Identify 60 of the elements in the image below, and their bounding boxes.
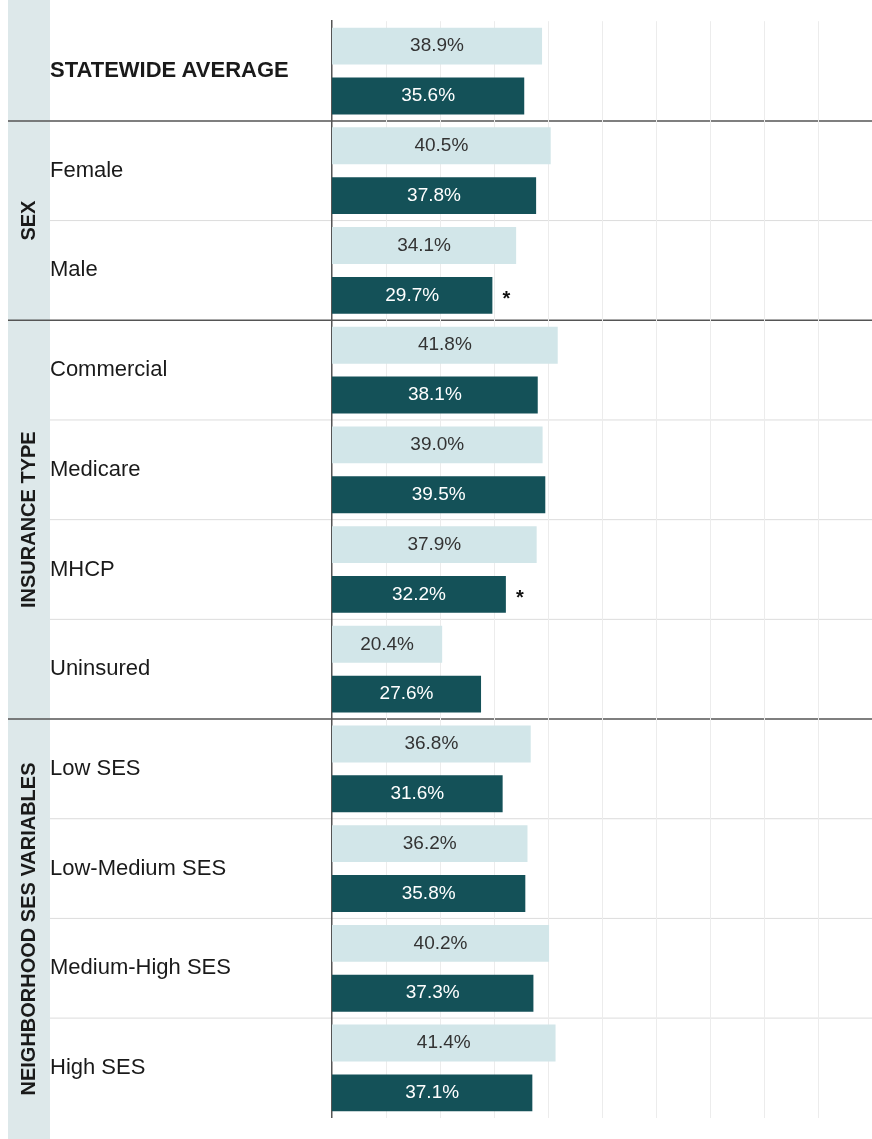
text: INSURANCE TYPE bbox=[16, 431, 39, 609]
data-label: 40.5% bbox=[414, 134, 469, 156]
annotation: * bbox=[515, 585, 524, 608]
data-label: 41.8% bbox=[417, 333, 472, 355]
bar bbox=[332, 526, 537, 564]
data-label: 20.4% bbox=[360, 632, 415, 654]
bar bbox=[332, 1074, 533, 1112]
data-label: 39.0% bbox=[410, 433, 465, 455]
y-tick-label: Medicare bbox=[50, 455, 141, 481]
bar bbox=[332, 426, 543, 464]
bar bbox=[332, 725, 531, 763]
bar bbox=[332, 476, 546, 514]
bar bbox=[332, 1024, 556, 1062]
data-label: 35.8% bbox=[401, 881, 456, 903]
bar bbox=[332, 177, 537, 215]
data-label: 31.6% bbox=[390, 782, 445, 804]
data-label: 27.6% bbox=[379, 682, 434, 704]
bar bbox=[332, 974, 534, 1012]
text: NEIGHBORHOOD SES VARIABLES bbox=[16, 762, 39, 1096]
bar bbox=[332, 227, 517, 264]
data-label: 34.1% bbox=[397, 233, 452, 255]
bar bbox=[332, 875, 526, 912]
y-tick-label: Low-Medium SES bbox=[50, 854, 227, 880]
bar bbox=[332, 625, 443, 663]
y-tick-label: MHCP bbox=[50, 555, 115, 581]
y-tick-label: Male bbox=[50, 256, 98, 282]
data-label: 41.4% bbox=[416, 1031, 471, 1053]
y-tick-label: Uninsured bbox=[50, 655, 151, 681]
data-label: 36.8% bbox=[404, 732, 459, 754]
data-label: 35.6% bbox=[401, 84, 456, 106]
bar bbox=[332, 924, 550, 962]
annotation: * bbox=[502, 286, 511, 309]
bar bbox=[332, 376, 538, 414]
y-tick-label: STATEWIDE AVERAGE bbox=[50, 57, 289, 83]
data-label: 38.1% bbox=[407, 383, 462, 405]
y-tick-label: Female bbox=[50, 156, 124, 182]
data-label: 32.2% bbox=[392, 582, 446, 604]
data-label: 37.9% bbox=[407, 532, 462, 554]
data-label: 40.2% bbox=[413, 931, 468, 953]
data-label: 39.5% bbox=[411, 482, 466, 504]
data-label: 36.2% bbox=[402, 831, 457, 853]
data-label: 29.7% bbox=[385, 283, 440, 305]
bar bbox=[332, 775, 503, 813]
y-tick-label: Low SES bbox=[50, 754, 141, 780]
bar bbox=[332, 575, 506, 613]
data-label: 37.8% bbox=[407, 183, 462, 205]
text: SEX bbox=[16, 199, 39, 241]
bar bbox=[332, 825, 528, 863]
y-tick-label: Commercial bbox=[50, 356, 168, 382]
bar bbox=[332, 326, 558, 364]
data-label: 37.1% bbox=[405, 1081, 460, 1103]
bar bbox=[332, 675, 482, 713]
bar bbox=[332, 276, 493, 314]
bar bbox=[332, 27, 543, 65]
y-tick-label: Medium-High SES bbox=[50, 954, 231, 980]
bar bbox=[332, 77, 525, 115]
bar bbox=[332, 127, 551, 165]
y-tick-label: High SES bbox=[50, 1054, 146, 1080]
data-label: 37.3% bbox=[405, 981, 460, 1003]
data-label: 38.9% bbox=[410, 34, 465, 56]
